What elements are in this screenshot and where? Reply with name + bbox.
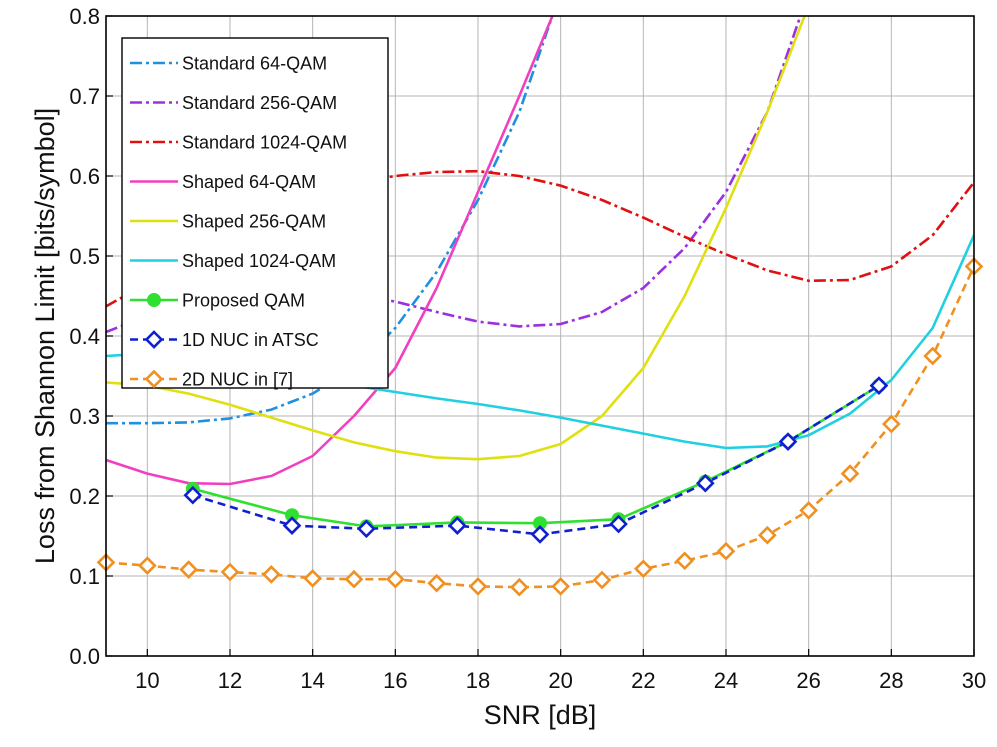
series-2d-nuc-in-7 xyxy=(106,265,974,589)
series-shaped-256-qam xyxy=(106,16,806,461)
data-point-2d-nuc-in-7 xyxy=(716,541,736,561)
y-tick-label: 0.2 xyxy=(69,484,100,509)
data-point-2d-nuc-in-7 xyxy=(303,569,323,588)
legend-marker xyxy=(144,369,164,389)
data-point-2d-nuc-in-7 xyxy=(840,464,860,483)
legend-label: 2D NUC in [7] xyxy=(182,370,293,390)
data-point-2d-nuc-in-7 xyxy=(675,551,695,571)
legend: Standard 64-QAM Standard 256-QAM Standard … xyxy=(121,37,389,390)
data-point-1d-nuc-in-atsc xyxy=(695,473,715,493)
data-point-2d-nuc-in-7 xyxy=(592,570,612,590)
y-tick-label: 0.4 xyxy=(69,324,100,349)
x-tick-label: 18 xyxy=(466,668,490,693)
data-point-2d-nuc-in-7 xyxy=(468,577,488,596)
legend-label: Shaped 256-QAM xyxy=(182,212,326,232)
x-tick-label: 10 xyxy=(135,668,159,693)
legend-marker xyxy=(144,330,164,349)
legend-item-standard-64-qam: Standard 64-QAM xyxy=(130,54,327,74)
y-tick-label: 0.5 xyxy=(69,244,100,269)
data-point-1d-nuc-in-atsc xyxy=(609,514,628,534)
legend-item-1d-nuc-in-atsc: 1D NUC in ATSC xyxy=(130,330,319,350)
y-tick-label: 0.1 xyxy=(69,564,100,589)
data-point-2d-nuc-in-7 xyxy=(509,577,529,597)
data-point-2d-nuc-in-7 xyxy=(551,577,571,596)
legend-item-proposed-qam: Proposed QAM xyxy=(130,291,305,311)
data-point-1d-nuc-in-atsc xyxy=(530,525,550,544)
legend-label: Standard 256-QAM xyxy=(182,93,337,113)
x-tick-label: 24 xyxy=(714,668,738,693)
data-point-2d-nuc-in-7 xyxy=(757,525,777,545)
tick-labels: 10 12 14 16 18 20 22 24 26 28 30 0.0 0.1 0.2 0.3 0.4 0.5… xyxy=(69,4,986,693)
data-point-2d-nuc-in-7 xyxy=(385,569,405,589)
x-tick-label: 20 xyxy=(548,668,572,693)
legend-label: Proposed QAM xyxy=(182,291,305,311)
legend-item-shaped-1024-qam: Shaped 1024-QAM xyxy=(130,251,336,271)
data-point-2d-nuc-in-7 xyxy=(344,569,364,589)
x-tick-label: 14 xyxy=(300,668,324,693)
data-point-2d-nuc-in-7 xyxy=(220,562,240,582)
data-point-2d-nuc-in-7 xyxy=(923,346,943,366)
legend-item-shaped-64-qam: Shaped 64-QAM xyxy=(130,172,316,192)
y-tick-label: 0.6 xyxy=(69,164,100,189)
legend-label: Shaped 64-QAM xyxy=(182,172,316,192)
marker-layer xyxy=(96,257,984,597)
legend-label: Standard 64-QAM xyxy=(182,54,327,74)
series-proposed-qam xyxy=(192,384,880,528)
x-tick-label: 30 xyxy=(962,668,986,693)
data-point-1d-nuc-in-atsc xyxy=(447,516,467,535)
data-point-2d-nuc-in-7 xyxy=(633,559,653,579)
legend-box xyxy=(121,37,389,389)
legend-item-standard-1024-qam: Standard 1024-QAM xyxy=(130,133,347,153)
y-tick-label: 0.7 xyxy=(69,84,100,109)
data-point-2d-nuc-in-7 xyxy=(427,573,447,593)
legend-label: 1D NUC in ATSC xyxy=(182,330,319,350)
y-tick-label: 0.0 xyxy=(69,644,100,669)
legend-label: Standard 1024-QAM xyxy=(182,133,347,153)
data-point-2d-nuc-in-7 xyxy=(179,560,199,579)
x-tick-label: 16 xyxy=(383,668,407,693)
x-tick-label: 12 xyxy=(218,668,242,693)
data-point-2d-nuc-in-7 xyxy=(799,501,819,520)
y-axis-label: Loss from Shannon Limit [bits/symbol] xyxy=(30,108,60,564)
x-tick-label: 28 xyxy=(879,668,903,693)
x-axis-label: SNR [dB] xyxy=(484,700,597,730)
data-point-1d-nuc-in-atsc xyxy=(183,485,203,505)
x-tick-label: 22 xyxy=(631,668,655,693)
legend-item-shaped-256-qam: Shaped 256-QAM xyxy=(130,212,326,232)
data-point-1d-nuc-in-atsc xyxy=(869,376,889,395)
x-tick-label: 26 xyxy=(796,668,820,693)
legend-item-2d-nuc-in-7: 2D NUC in [7] xyxy=(130,370,293,390)
legend-marker xyxy=(147,293,161,307)
y-tick-label: 0.3 xyxy=(69,404,100,429)
y-tick-label: 0.8 xyxy=(69,4,100,29)
data-point-2d-nuc-in-7 xyxy=(261,565,281,584)
legend-item-standard-256-qam: Standard 256-QAM xyxy=(130,93,337,113)
data-point-2d-nuc-in-7 xyxy=(137,556,157,575)
data-point-1d-nuc-in-atsc xyxy=(778,432,798,451)
data-point-2d-nuc-in-7 xyxy=(881,414,901,434)
legend-label: Shaped 1024-QAM xyxy=(182,251,336,271)
data-point-1d-nuc-in-atsc xyxy=(357,519,376,539)
data-point-1d-nuc-in-atsc xyxy=(282,516,302,535)
